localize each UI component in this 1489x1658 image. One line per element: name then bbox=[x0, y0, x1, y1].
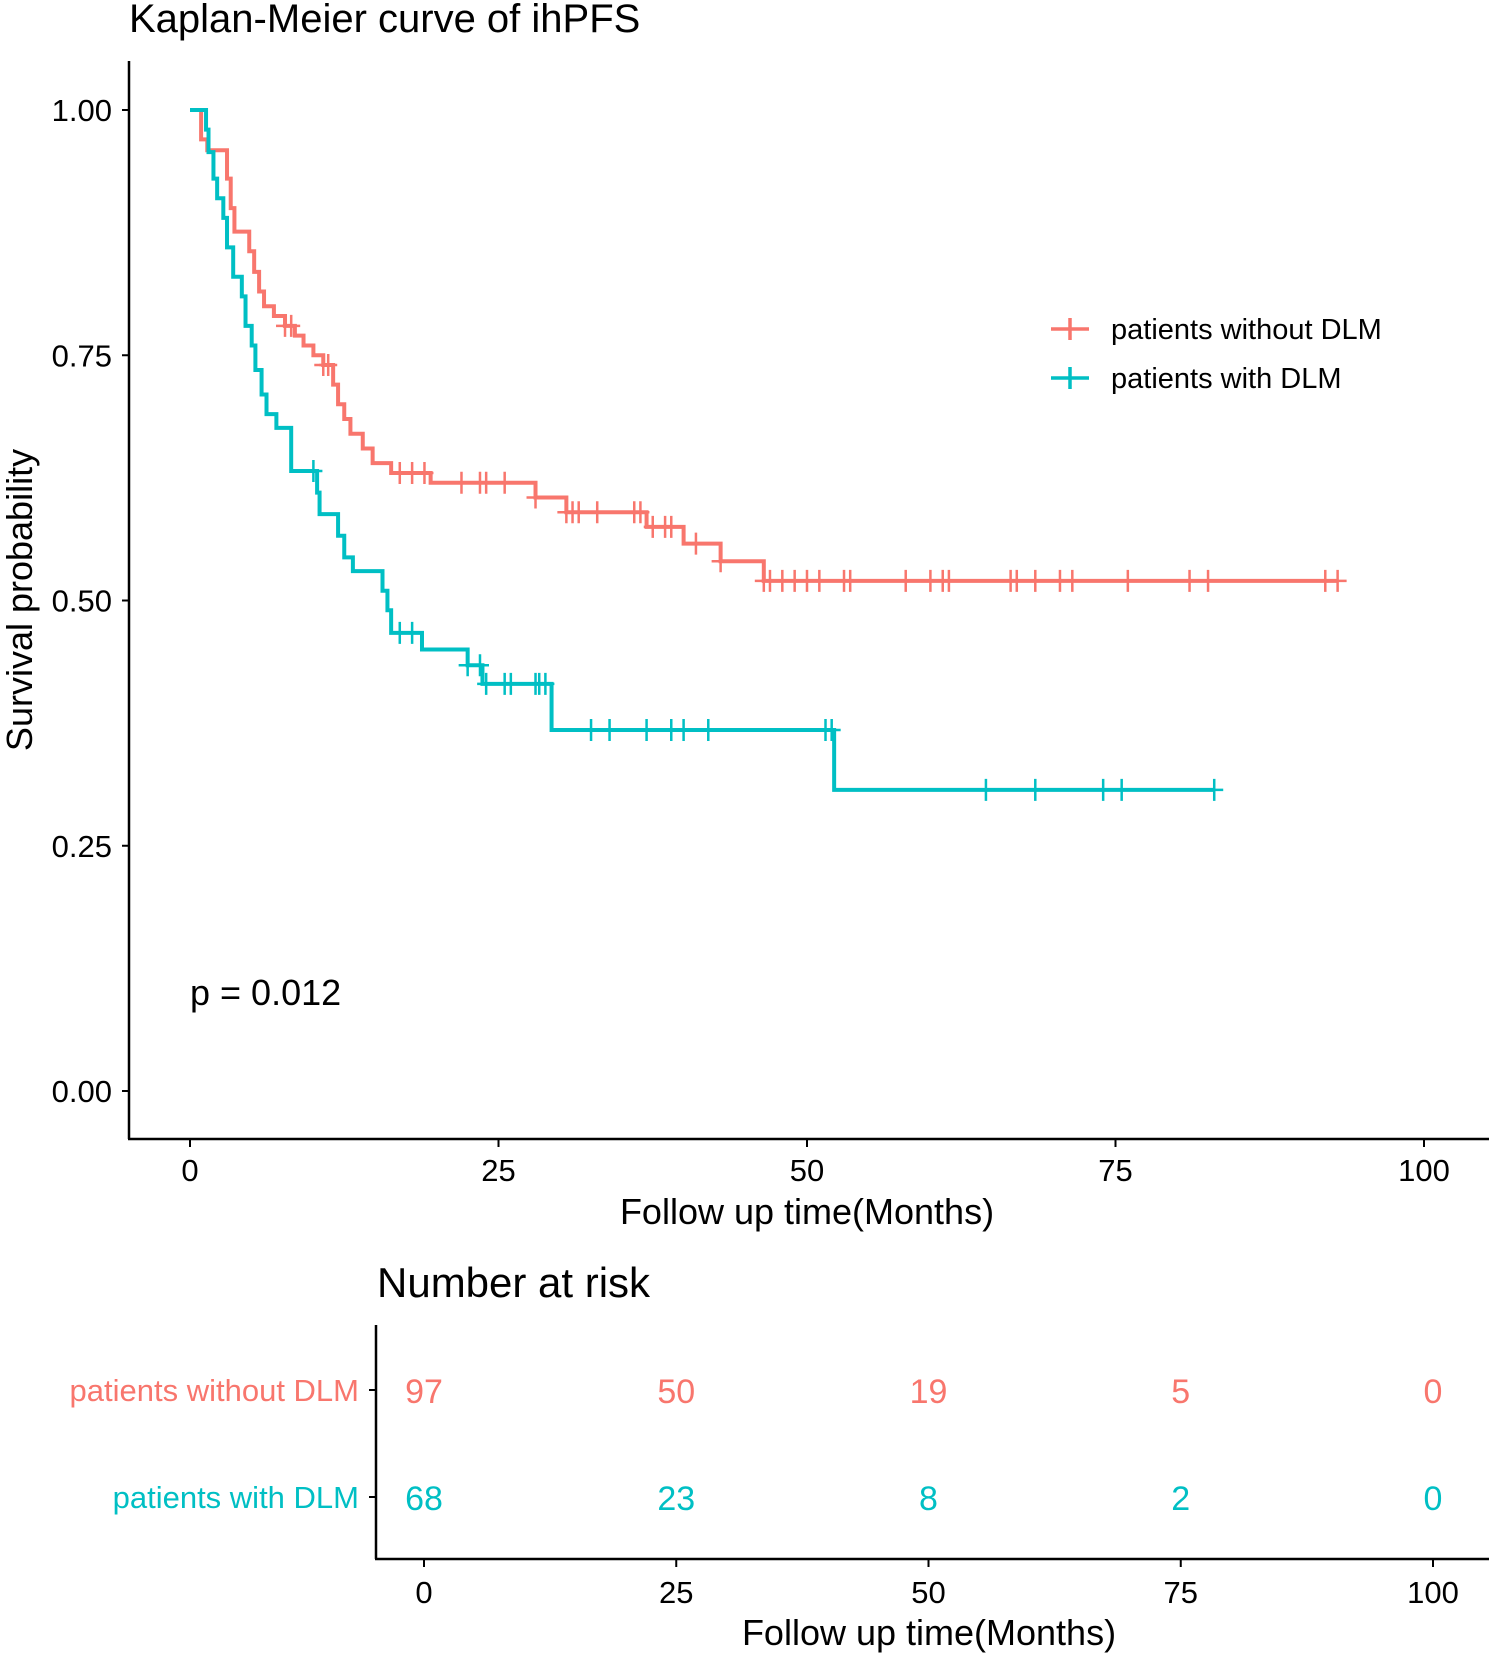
censor-mark bbox=[415, 461, 434, 484]
legend-item: patients with DLM bbox=[1051, 363, 1342, 395]
risk-count: 2 bbox=[1171, 1480, 1190, 1518]
censor-mark bbox=[569, 501, 588, 524]
x-tick-label: 0 bbox=[181, 1153, 198, 1188]
risk-count: 5 bbox=[1171, 1373, 1190, 1411]
x-tick-label: 50 bbox=[790, 1153, 824, 1188]
risk-count: 68 bbox=[405, 1480, 443, 1518]
censor-mark bbox=[1112, 778, 1131, 801]
risk-count: 0 bbox=[1424, 1373, 1443, 1411]
x-tick-label: 100 bbox=[1398, 1153, 1450, 1188]
censor-mark bbox=[477, 471, 496, 494]
censor-mark bbox=[699, 718, 718, 741]
risk-x-tick-label: 50 bbox=[911, 1575, 945, 1610]
censor-mark bbox=[896, 569, 915, 592]
risk-row-label: patients with DLM bbox=[113, 1480, 359, 1515]
legend-label: patients without DLM bbox=[1111, 314, 1382, 346]
censor-mark bbox=[711, 550, 730, 573]
legend-label: patients with DLM bbox=[1111, 363, 1342, 395]
legend-item: patients without DLM bbox=[1051, 314, 1382, 346]
y-tick-label: 1.00 bbox=[52, 93, 112, 128]
censor-mark bbox=[1026, 778, 1045, 801]
risk-count: 50 bbox=[657, 1373, 695, 1411]
y-tick-label: 0.00 bbox=[52, 1074, 112, 1109]
risk-count: 23 bbox=[657, 1480, 695, 1518]
plot-area bbox=[190, 108, 1347, 801]
censor-mark bbox=[319, 354, 338, 377]
censor-mark bbox=[1180, 569, 1199, 592]
censor-mark bbox=[631, 501, 650, 524]
x-axis-title: Follow up time(Months) bbox=[620, 1191, 994, 1232]
legend-key bbox=[1051, 318, 1089, 340]
censor-mark bbox=[637, 718, 656, 741]
censor-mark bbox=[536, 672, 555, 695]
chart-title: Kaplan-Meier curve of ihPFS bbox=[129, 0, 640, 41]
censor-mark bbox=[686, 532, 705, 555]
risk-row-label: patients without DLM bbox=[70, 1373, 359, 1408]
censor-mark bbox=[477, 672, 496, 695]
censor-mark bbox=[582, 718, 601, 741]
risk-count: 19 bbox=[910, 1373, 948, 1411]
censor-mark bbox=[1007, 569, 1026, 592]
censor-mark bbox=[674, 718, 693, 741]
y-tick-label: 0.75 bbox=[52, 338, 112, 373]
risk-x-tick-label: 75 bbox=[1164, 1575, 1198, 1610]
censor-mark bbox=[304, 460, 323, 483]
risk-table-title: Number at risk bbox=[377, 1259, 651, 1306]
censor-mark bbox=[1328, 569, 1347, 592]
survival-curve-with-dlm bbox=[190, 108, 1215, 792]
legend: patients without DLM patients with DLM bbox=[1051, 314, 1382, 395]
x-tick-label: 25 bbox=[481, 1153, 515, 1188]
censor-mark bbox=[501, 672, 520, 695]
risk-x-tick-label: 25 bbox=[659, 1575, 693, 1610]
censor-mark bbox=[976, 778, 995, 801]
risk-count: 0 bbox=[1424, 1480, 1443, 1518]
censor-mark bbox=[939, 569, 958, 592]
censor-mark bbox=[810, 569, 829, 592]
censor-mark bbox=[282, 314, 301, 337]
censor-mark bbox=[526, 486, 545, 509]
y-tick-label: 0.25 bbox=[52, 829, 112, 864]
risk-x-tick-label: 0 bbox=[415, 1575, 432, 1610]
risk-count: 8 bbox=[919, 1480, 938, 1518]
censor-mark bbox=[662, 515, 681, 538]
risk-table-x-title: Follow up time(Months) bbox=[742, 1612, 1116, 1653]
risk-count: 97 bbox=[405, 1373, 443, 1411]
censor-mark bbox=[1118, 569, 1137, 592]
censor-mark bbox=[600, 718, 619, 741]
censor-mark bbox=[1094, 778, 1113, 801]
x-tick-label: 75 bbox=[1098, 1153, 1132, 1188]
legend-key bbox=[1051, 367, 1089, 389]
censor-mark bbox=[1026, 569, 1045, 592]
y-tick-label: 0.50 bbox=[52, 584, 112, 619]
censor-mark bbox=[1205, 778, 1224, 801]
censor-mark bbox=[495, 471, 514, 494]
censor-mark bbox=[841, 569, 860, 592]
p-value-annotation: p = 0.012 bbox=[190, 972, 341, 1013]
censor-mark bbox=[470, 654, 489, 677]
censor-mark bbox=[822, 718, 841, 741]
censor-mark bbox=[1063, 569, 1082, 592]
censor-mark bbox=[1199, 569, 1218, 592]
y-axis-title: Survival probability bbox=[0, 449, 40, 751]
censor-mark bbox=[452, 471, 471, 494]
censor-mark bbox=[403, 621, 422, 644]
risk-x-tick-label: 100 bbox=[1407, 1575, 1459, 1610]
censor-mark bbox=[588, 501, 607, 524]
